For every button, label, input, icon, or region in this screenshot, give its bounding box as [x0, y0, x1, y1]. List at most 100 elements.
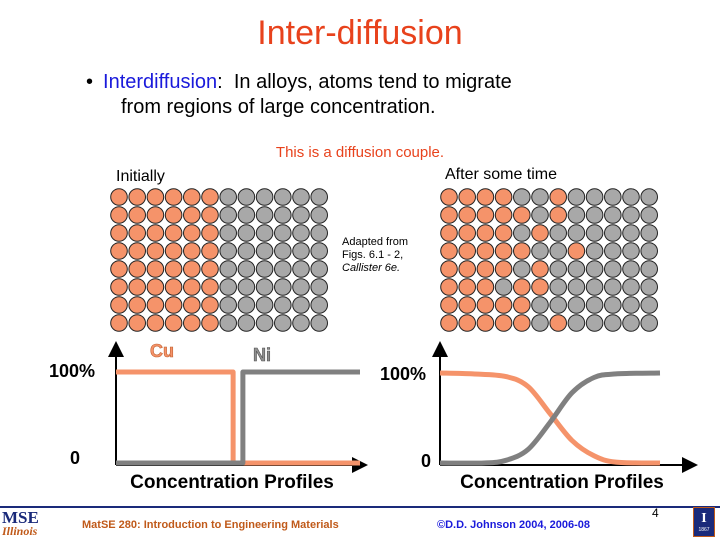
ni-atom: [255, 314, 274, 332]
ni-atom: [640, 296, 658, 314]
ni-atom: [567, 188, 586, 206]
ni-atom: [255, 242, 274, 260]
lattice-after: [440, 188, 658, 332]
ni-atom: [292, 242, 310, 260]
ni-atom: [310, 242, 328, 260]
ni-atom: [219, 260, 237, 278]
ni-atom: [531, 206, 549, 224]
ni-atom: [219, 224, 237, 242]
cu-atom: [549, 206, 567, 224]
cu-atom: [164, 278, 183, 296]
cu-atom: [183, 278, 201, 296]
cu-atom: [476, 260, 495, 278]
ni-atom: [549, 278, 567, 296]
attribution-line-1: Adapted from: [342, 236, 409, 248]
cu-atom: [440, 224, 458, 242]
concentration-profile-initial: 100% 0 Cu Ni Concentration Profiles: [49, 341, 368, 493]
cu-atom: [494, 260, 513, 278]
cu-atom: [531, 224, 549, 242]
cu-atom: [476, 314, 495, 332]
cu-atom: [164, 188, 183, 206]
cu-atom: [531, 260, 549, 278]
ni-atom: [310, 260, 328, 278]
ni-atom: [640, 314, 658, 332]
ni-atom: [237, 278, 256, 296]
ni-atom: [310, 224, 328, 242]
ni-atom: [549, 242, 567, 260]
ni-atom: [237, 296, 256, 314]
cu-atom: [164, 242, 183, 260]
y-tick-100: 100%: [380, 364, 426, 384]
ni-atom: [585, 242, 604, 260]
y-tick-0: 0: [70, 448, 80, 468]
ni-atom: [292, 188, 310, 206]
ni-atom: [310, 188, 328, 206]
cu-atom: [440, 314, 458, 332]
cu-atom: [440, 206, 458, 224]
cu-atom: [458, 278, 477, 296]
cu-atom: [440, 188, 458, 206]
ni-atom: [585, 314, 604, 332]
cu-atom: [201, 224, 219, 242]
cu-atom: [513, 206, 531, 224]
cu-atom: [183, 188, 201, 206]
ni-atom: [531, 314, 549, 332]
ni-atom: [622, 296, 640, 314]
bullet-line-1: • Interdiffusion: In alloys, atoms tend t…: [86, 71, 512, 94]
ni-atom: [292, 224, 310, 242]
ni-atom: [549, 224, 567, 242]
cu-atom: [164, 206, 183, 224]
diffusion-couple-note: This is a diffusion couple.: [275, 144, 445, 161]
cu-atom: [440, 260, 458, 278]
cu-atom: [128, 224, 147, 242]
cu-atom: [128, 260, 147, 278]
ni-atom: [585, 278, 604, 296]
ni-atom: [513, 188, 531, 206]
seal-letter: I: [701, 511, 707, 526]
ni-atom: [237, 206, 256, 224]
cu-atom: [201, 314, 219, 332]
ni-atom: [274, 206, 292, 224]
cu-atom: [146, 314, 165, 332]
cu-atom: [494, 188, 513, 206]
bullet-colon: :: [217, 71, 223, 93]
ni-atom: [585, 188, 604, 206]
ni-atom: [219, 296, 237, 314]
cu-atom: [146, 296, 165, 314]
ni-atom: [237, 224, 256, 242]
cu-atom: [128, 278, 147, 296]
ni-atom: [255, 278, 274, 296]
cu-atom: [110, 278, 128, 296]
ni-atom: [292, 260, 310, 278]
ni-atom: [292, 278, 310, 296]
ni-atom: [237, 188, 256, 206]
ni-atom: [274, 260, 292, 278]
chart-title: Concentration Profiles: [460, 472, 664, 493]
ni-atom: [255, 206, 274, 224]
ni-atom: [622, 278, 640, 296]
cu-atom: [164, 314, 183, 332]
ni-atom: [494, 278, 513, 296]
concentration-profile-after: 100% 0 Concentration Profiles: [380, 341, 698, 493]
ni-atom: [274, 188, 292, 206]
cu-atom: [476, 188, 495, 206]
ni-atom: [274, 278, 292, 296]
ni-atom: [604, 278, 622, 296]
ni-atom: [219, 242, 237, 260]
series-line-2: [116, 369, 360, 466]
ni-atom: [640, 278, 658, 296]
ni-atom: [585, 296, 604, 314]
ni-atom: [567, 314, 586, 332]
ni-atom: [310, 296, 328, 314]
cu-atom: [201, 188, 219, 206]
ni-atom: [622, 224, 640, 242]
mse-logo-text: MSE: [2, 508, 39, 527]
cu-atom: [128, 206, 147, 224]
legend-ni: Ni: [253, 345, 271, 365]
ni-atom: [219, 314, 237, 332]
ni-atom: [274, 314, 292, 332]
series-line-1: [116, 369, 360, 466]
ni-atom: [640, 224, 658, 242]
cu-atom: [476, 278, 495, 296]
ni-atom: [549, 296, 567, 314]
